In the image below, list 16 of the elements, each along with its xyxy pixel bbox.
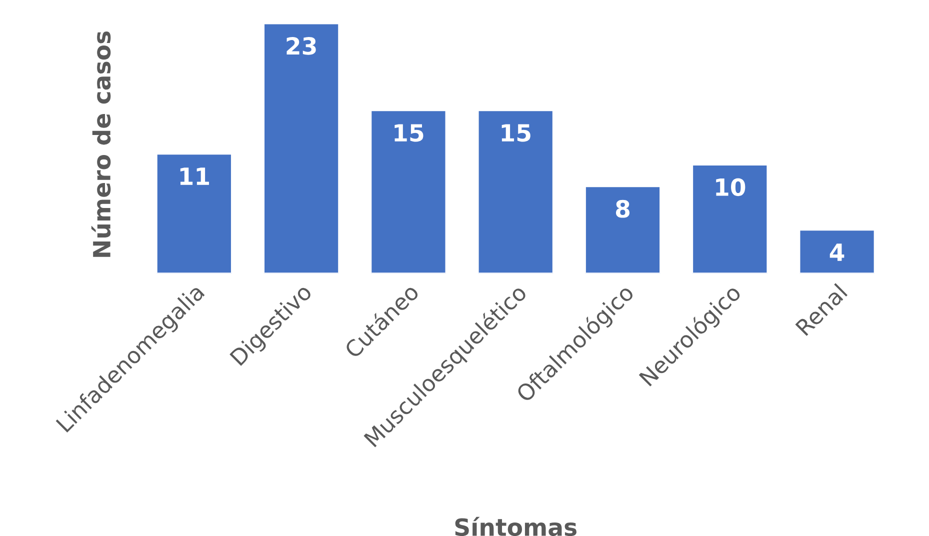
- data-label: 4: [830, 244, 844, 261]
- bar: [584, 186, 661, 274]
- data-label: 10: [716, 178, 746, 196]
- x-axis-title: Síntomas: [455, 516, 576, 536]
- data-label: 8: [616, 200, 630, 218]
- data-label: 11: [180, 168, 209, 185]
- y-axis-title: Número de casos: [91, 32, 111, 257]
- bar: [798, 229, 876, 274]
- bar: [692, 164, 768, 274]
- bar: [370, 110, 447, 274]
- data-label: 15: [394, 124, 424, 142]
- data-label: 23: [286, 37, 316, 55]
- bar: [156, 153, 232, 274]
- bar: [477, 110, 554, 274]
- bar: [263, 22, 340, 274]
- data-label: 15: [502, 124, 530, 142]
